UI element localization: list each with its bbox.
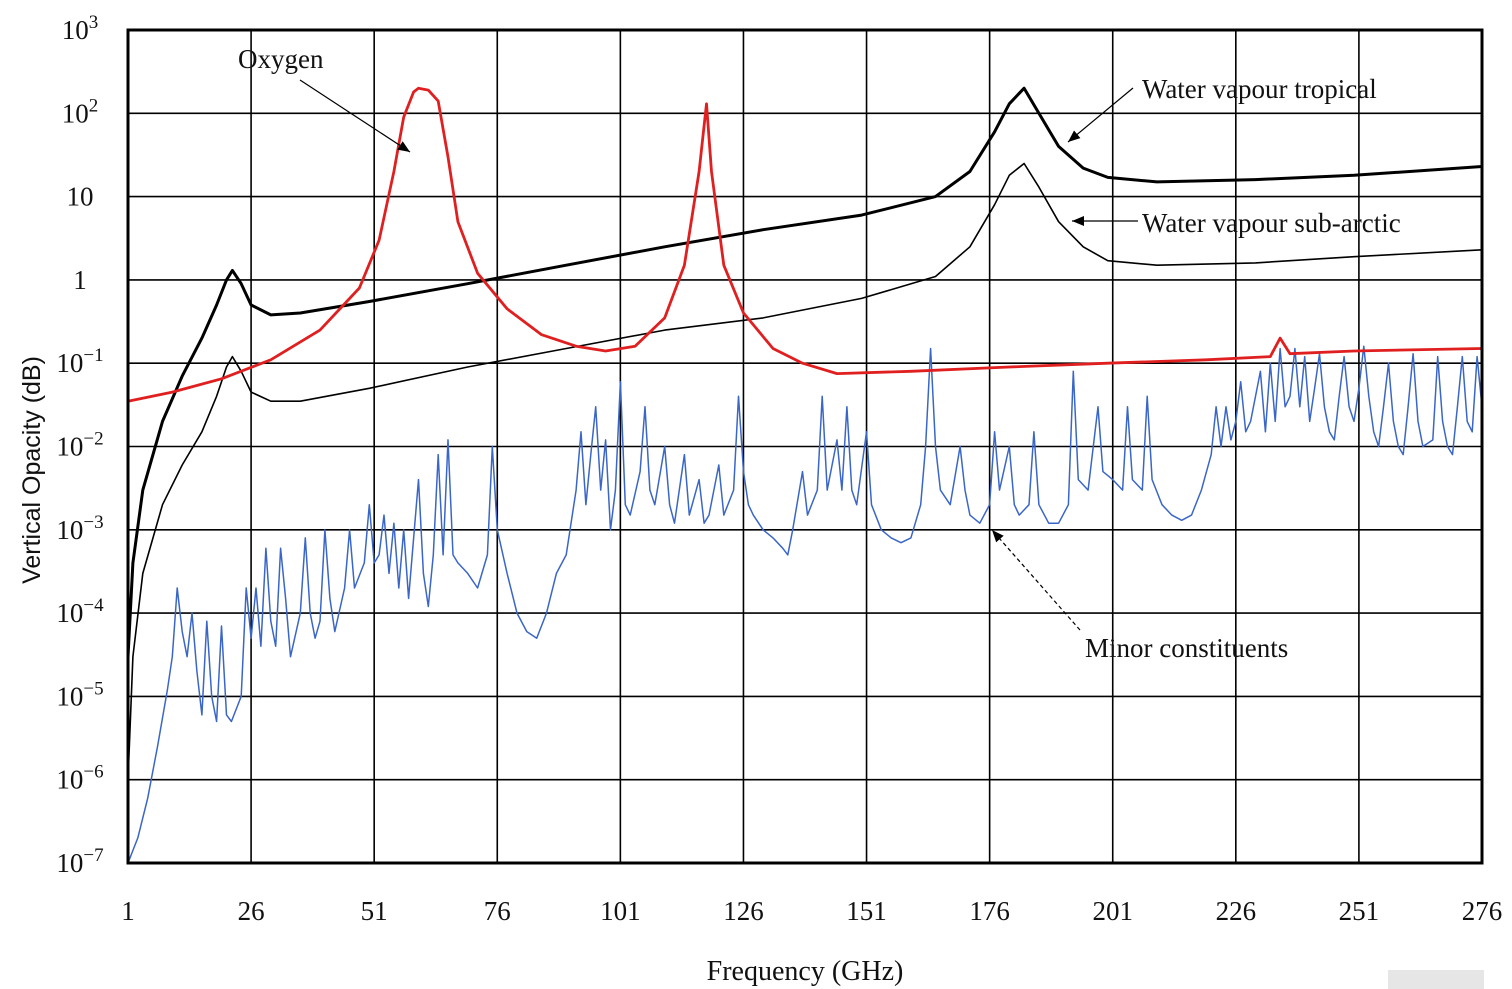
annotation-label: Oxygen bbox=[238, 44, 324, 74]
y-tick-exponent: −1 bbox=[83, 345, 103, 366]
y-tick-exponent: 3 bbox=[89, 12, 99, 33]
y-tick-base: 10 bbox=[56, 681, 83, 711]
x-tick-label: 226 bbox=[1216, 896, 1257, 926]
y-tick-base: 10 bbox=[56, 515, 83, 545]
y-tick-label: 10−7 bbox=[56, 845, 103, 878]
x-tick-label: 176 bbox=[969, 896, 1010, 926]
annotation-label: Water vapour sub-arctic bbox=[1142, 208, 1401, 238]
y-tick-label: 103 bbox=[62, 12, 99, 45]
y-tick-label: 10−6 bbox=[56, 762, 103, 795]
y-tick-base: 10 bbox=[62, 15, 89, 45]
corner-watermark bbox=[1388, 970, 1484, 989]
annotation-label: Minor constituents bbox=[1085, 633, 1288, 663]
series-line-water-vapour-sub-arctic bbox=[127, 162, 1483, 780]
y-tick-exponent: 2 bbox=[89, 95, 99, 116]
x-tick-label: 101 bbox=[600, 896, 641, 926]
x-tick-labels: 1 26 51 76 101 126 151 176 201 226 251 276 bbox=[121, 896, 1502, 926]
x-tick-label: 126 bbox=[723, 896, 764, 926]
series-line-minor-constituents bbox=[127, 345, 1483, 864]
y-tick-exponent: −7 bbox=[83, 845, 103, 866]
series-line-oxygen bbox=[127, 86, 1483, 403]
series-line-water-vapour-tropical bbox=[126, 86, 1483, 657]
x-tick-label: 76 bbox=[484, 896, 511, 926]
x-tick-label: 1 bbox=[121, 896, 135, 926]
x-tick-label: 276 bbox=[1462, 896, 1503, 926]
x-axis-label: Frequency (GHz) bbox=[707, 956, 904, 987]
annotation-arrowhead bbox=[1068, 130, 1081, 142]
y-tick-base: 10 bbox=[56, 765, 83, 795]
y-tick-label: 10−5 bbox=[56, 678, 103, 711]
y-tick-base: 10 bbox=[67, 182, 94, 212]
annotation-arrowhead bbox=[1072, 216, 1084, 226]
annotation-arrowhead bbox=[397, 141, 410, 152]
y-tick-base: 10 bbox=[56, 432, 83, 462]
y-tick-label: 102 bbox=[62, 95, 99, 128]
y-tick-label: 10−4 bbox=[56, 595, 104, 628]
plot-frame bbox=[126, 28, 1484, 865]
y-tick-exponent: −3 bbox=[83, 512, 103, 533]
x-tick-label: 51 bbox=[361, 896, 388, 926]
x-tick-label: 251 bbox=[1339, 896, 1380, 926]
annotation-leader bbox=[1067, 87, 1134, 143]
x-tick-label: 201 bbox=[1092, 896, 1133, 926]
x-tick-label: 26 bbox=[238, 896, 265, 926]
y-tick-label: 10 bbox=[67, 182, 94, 212]
y-tick-label: 10−2 bbox=[56, 429, 103, 462]
y-tick-base: 10 bbox=[56, 598, 83, 628]
x-tick-label: 151 bbox=[846, 896, 887, 926]
y-tick-label: 10−1 bbox=[56, 345, 103, 378]
y-tick-exponent: −2 bbox=[83, 429, 103, 450]
y-tick-base: 10 bbox=[56, 848, 83, 878]
y-tick-base: 10 bbox=[56, 348, 83, 378]
annotation-leader bbox=[991, 529, 1081, 631]
y-tick-base: 10 bbox=[62, 98, 89, 128]
plot-border bbox=[126, 28, 1484, 865]
y-axis-label: Vertical Opacity (dB) bbox=[18, 356, 46, 584]
annotations: Oxygen Water vapour tropical Water vapour … bbox=[238, 44, 1401, 663]
y-tick-label: 10−3 bbox=[56, 512, 103, 545]
annotation-arrowhead bbox=[992, 530, 1004, 543]
grid bbox=[127, 29, 1483, 864]
y-tick-exponent: −4 bbox=[83, 595, 104, 616]
y-tick-exponent: −6 bbox=[83, 762, 103, 783]
annotation-label: Water vapour tropical bbox=[1142, 74, 1377, 104]
y-tick-exponent: −5 bbox=[83, 678, 103, 699]
y-tick-base: 1 bbox=[73, 265, 87, 295]
y-tick-label: 1 bbox=[73, 265, 87, 295]
annotation-leader bbox=[299, 79, 411, 153]
series-layer bbox=[126, 86, 1483, 864]
